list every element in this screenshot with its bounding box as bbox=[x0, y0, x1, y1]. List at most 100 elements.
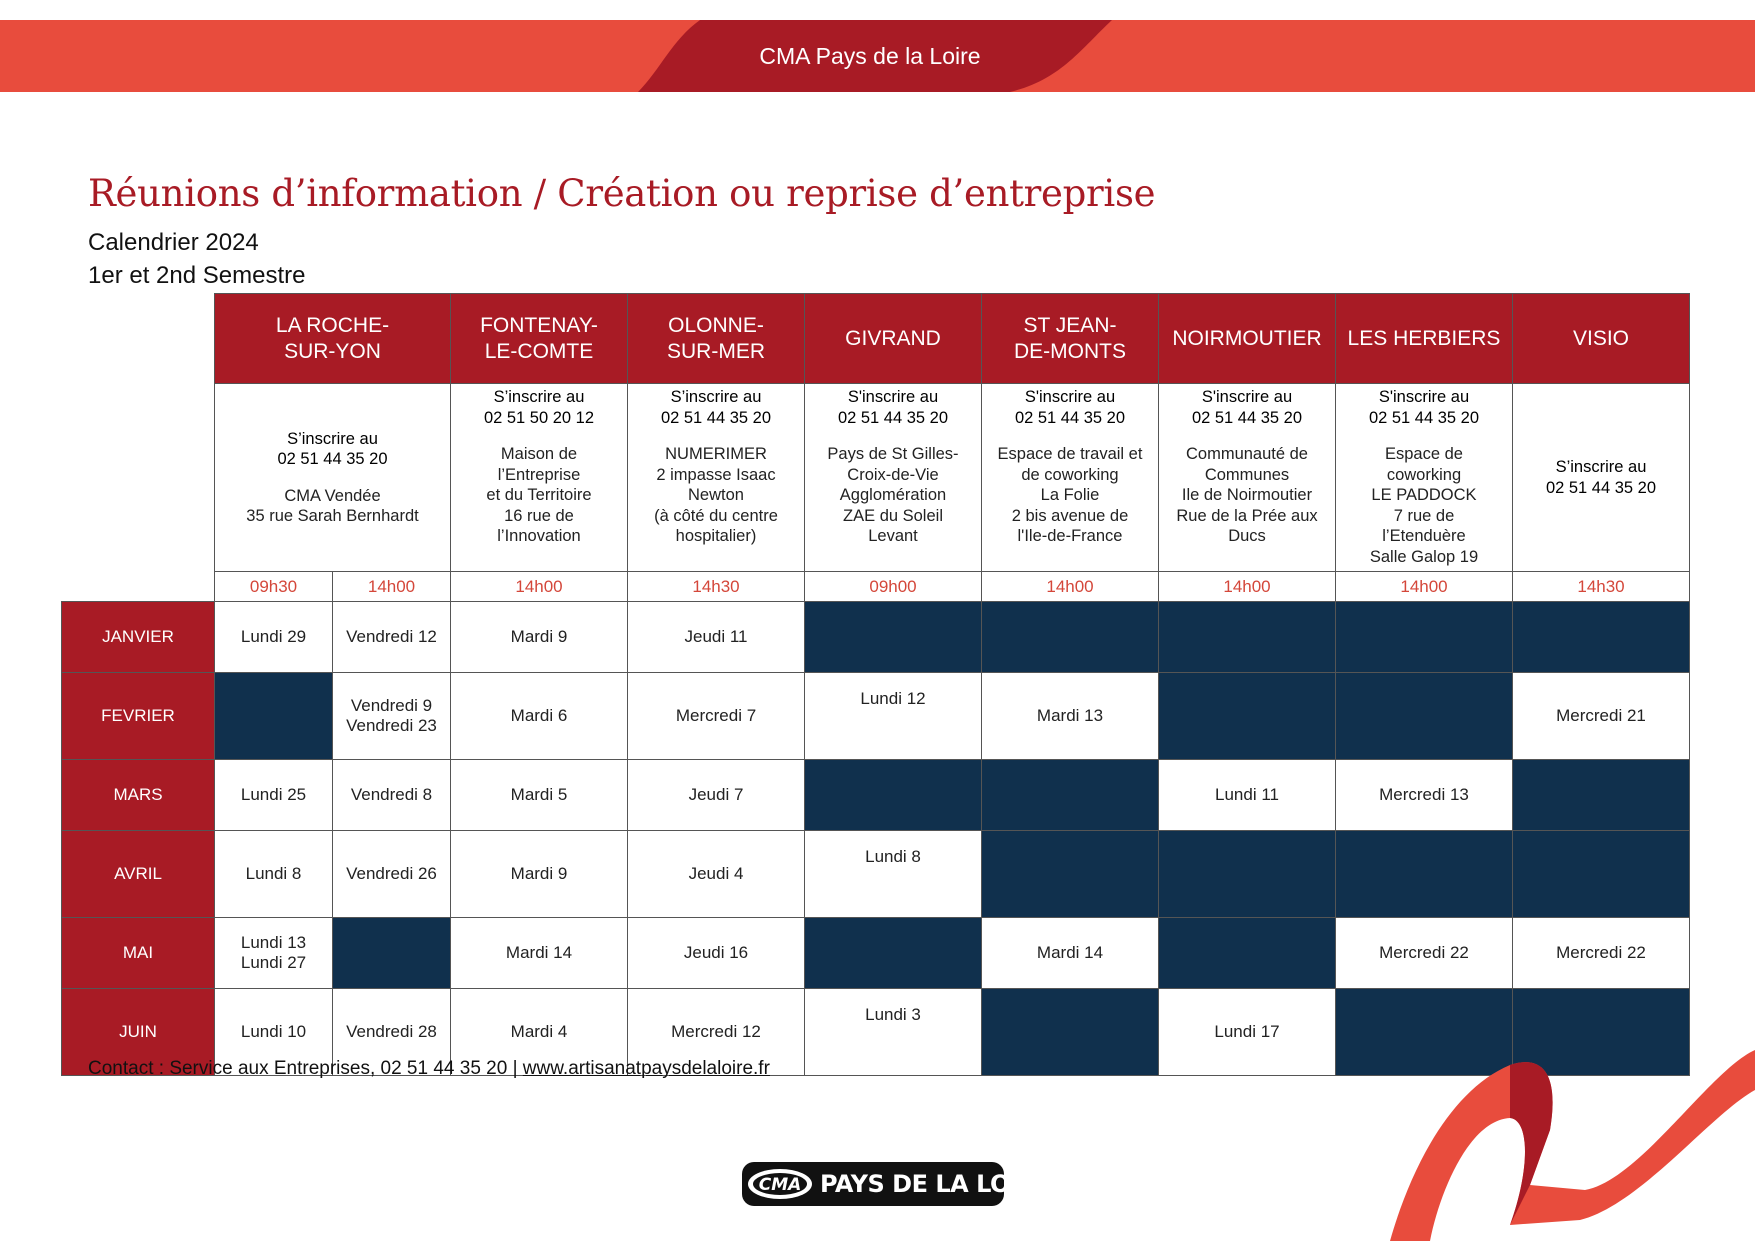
session-date: Mardi 9 bbox=[450, 830, 628, 918]
session-date: Lundi 3 bbox=[804, 988, 982, 1076]
no-session-cell bbox=[1158, 917, 1336, 989]
venue-noirmoutier: NOIRMOUTIER bbox=[1158, 293, 1336, 384]
time-row: 09h30 14h00 14h00 14h30 09h00 14h00 14h00 14h00… bbox=[62, 571, 1690, 602]
venue-address: NUMERIMER 2 impasse Isaac Newton (à côté du… bbox=[654, 445, 778, 545]
session-date: Lundi 25 bbox=[214, 759, 333, 831]
no-session-cell bbox=[981, 830, 1159, 918]
registration-phone: S’inscrire au 02 51 44 35 20 bbox=[277, 429, 388, 469]
venue-info-olonne-sur-mer: S’inscrire au 02 51 44 35 20 NUMERIMER 2 im… bbox=[627, 383, 805, 572]
venue-info-la-roche-sur-yon: S’inscrire au 02 51 44 35 20 CMA Vendée 35 … bbox=[214, 383, 451, 572]
contact-text: Contact : Service aux Entreprises, 02 51… bbox=[88, 1058, 523, 1079]
venue-address: Espace de travail et de coworking La Folie… bbox=[997, 445, 1143, 545]
month-row-mai: MAI Lundi 13 Lundi 27 Mardi 14 Jeudi 16 Mardi… bbox=[61, 917, 1690, 989]
session-time: 14h30 bbox=[627, 571, 805, 602]
venue-address: CMA Vendée 35 rue Sarah Bernhardt bbox=[246, 486, 419, 526]
session-date: Mardi 9 bbox=[450, 601, 628, 673]
registration-phone: S'inscrire au 02 51 44 35 20 bbox=[1014, 388, 1126, 427]
month-label: FEVRIER bbox=[61, 672, 215, 760]
session-date: Mardi 4 bbox=[450, 988, 628, 1076]
registration-phone: S’inscrire au 02 51 44 35 20 bbox=[660, 388, 772, 427]
venue-info-givrand: S'inscrire au 02 51 44 35 20 Pays de St Gi… bbox=[804, 383, 982, 572]
venue-givrand: GIVRAND bbox=[804, 293, 982, 384]
month-label: AVRIL bbox=[61, 830, 215, 918]
session-date: Mardi 14 bbox=[981, 917, 1159, 989]
venue-address: Communauté de Communes Ile de Noirmoutier R… bbox=[1176, 445, 1318, 545]
corner-cell bbox=[62, 294, 215, 384]
no-session-cell bbox=[214, 672, 333, 760]
venue-address: Pays de St Gilles- Croix-de-Vie Agglomérat… bbox=[827, 445, 959, 545]
month-label: MAI bbox=[61, 917, 215, 989]
no-session-cell bbox=[981, 988, 1159, 1076]
session-date: Vendredi 26 bbox=[332, 830, 451, 918]
session-date: Lundi 8 bbox=[214, 830, 333, 918]
session-date: Lundi 12 bbox=[804, 672, 982, 760]
month-row-mars: MARS Lundi 25 Vendredi 8 Mardi 5 Jeudi 7 Lund… bbox=[61, 759, 1690, 831]
session-date: Vendredi 9 Vendredi 23 bbox=[332, 672, 451, 760]
no-session-cell bbox=[1512, 988, 1690, 1076]
no-session-cell bbox=[804, 917, 982, 989]
session-date: Vendredi 12 bbox=[332, 601, 451, 673]
session-date: Jeudi 7 bbox=[627, 759, 805, 831]
session-date: Jeudi 11 bbox=[627, 601, 805, 673]
no-session-cell bbox=[804, 601, 982, 673]
session-date: Jeudi 16 bbox=[627, 917, 805, 989]
month-row-avril: AVRIL Lundi 8 Vendredi 26 Mardi 9 Jeudi 4 Lun… bbox=[61, 830, 1690, 918]
session-date: Lundi 8 bbox=[804, 830, 982, 918]
logo-text: PAYS DE LA LOIRE bbox=[820, 1170, 1053, 1198]
session-date: Mercredi 22 bbox=[1512, 917, 1690, 989]
registration-phone: S'inscrire au 02 51 44 35 20 bbox=[1368, 388, 1480, 427]
registration-phone: S'inscrire au 02 51 44 35 20 bbox=[837, 388, 949, 427]
session-time: 09h00 bbox=[804, 571, 982, 602]
session-time: 14h00 bbox=[450, 571, 628, 602]
semester-label: 1er et 2nd Semestre bbox=[88, 262, 306, 289]
cma-logo-mark: CMA bbox=[748, 1169, 812, 1199]
session-date: Jeudi 4 bbox=[627, 830, 805, 918]
session-date: Mardi 13 bbox=[981, 672, 1159, 760]
no-session-cell bbox=[1335, 601, 1513, 673]
registration-phone: S’inscrire au 02 51 44 35 20 bbox=[1545, 458, 1657, 497]
session-date: Mardi 6 bbox=[450, 672, 628, 760]
session-date: Mercredi 13 bbox=[1335, 759, 1513, 831]
page-title: Réunions d’information / Création ou rep… bbox=[88, 172, 1156, 215]
venue-header-row: LA ROCHE- SUR-YON FONTENAY- LE-COMTE OLONNE-… bbox=[62, 293, 1690, 384]
session-date: Lundi 11 bbox=[1158, 759, 1336, 831]
session-time: 14h00 bbox=[1335, 571, 1513, 602]
no-session-cell bbox=[804, 759, 982, 831]
no-session-cell bbox=[1158, 830, 1336, 918]
header-banner bbox=[0, 20, 1755, 92]
venue-les-herbiers: LES HERBIERS bbox=[1335, 293, 1513, 384]
venue-info-les-herbiers: S'inscrire au 02 51 44 35 20 Espace de cowo… bbox=[1335, 383, 1513, 572]
session-date: Lundi 13 Lundi 27 bbox=[214, 917, 333, 989]
session-date: Mardi 14 bbox=[450, 917, 628, 989]
corner-cell bbox=[62, 572, 215, 602]
month-row-janvier: JANVIER Lundi 29 Vendredi 12 Mardi 9 Jeudi 1… bbox=[61, 601, 1690, 673]
calendar-year: Calendrier 2024 bbox=[88, 229, 259, 256]
session-date: Lundi 17 bbox=[1158, 988, 1336, 1076]
no-session-cell bbox=[1158, 601, 1336, 673]
venue-info-fontenay-le-comte: S’inscrire au 02 51 50 20 12 Maison de l’En… bbox=[450, 383, 628, 572]
month-label: JANVIER bbox=[61, 601, 215, 673]
registration-phone: S’inscrire au 02 51 50 20 12 bbox=[483, 388, 595, 427]
no-session-cell bbox=[981, 601, 1159, 673]
session-date: Lundi 10 bbox=[214, 988, 333, 1076]
logo-mark-text: CMA bbox=[759, 1175, 802, 1195]
no-session-cell bbox=[1512, 830, 1690, 918]
session-time: 09h30 bbox=[214, 571, 333, 602]
no-session-cell bbox=[1512, 759, 1690, 831]
no-session-cell bbox=[1512, 601, 1690, 673]
session-time: 14h00 bbox=[981, 571, 1159, 602]
cma-logo: CMA PAYS DE LA LOIRE bbox=[742, 1162, 1053, 1206]
venue-info-visio: S’inscrire au 02 51 44 35 20 bbox=[1512, 383, 1690, 572]
decorative-ribbon bbox=[1390, 1050, 1755, 1241]
corner-cell bbox=[62, 384, 215, 572]
venue-address: Espace de coworking LE PADDOCK 7 rue de l’Et… bbox=[1369, 445, 1479, 566]
registration-phone: S'inscrire au 02 51 44 35 20 bbox=[1191, 388, 1303, 427]
footer-contact: Contact : Service aux Entreprises, 02 51… bbox=[88, 1058, 770, 1080]
session-time: 14h30 bbox=[1512, 571, 1690, 602]
session-date: Mercredi 22 bbox=[1335, 917, 1513, 989]
venue-info-noirmoutier: S'inscrire au 02 51 44 35 20 Communauté de… bbox=[1158, 383, 1336, 572]
month-label: MARS bbox=[61, 759, 215, 831]
venue-olonne-sur-mer: OLONNE- SUR-MER bbox=[627, 293, 805, 384]
website-link[interactable]: www.artisanatpaysdelaloire.fr bbox=[522, 1058, 770, 1079]
no-session-cell bbox=[332, 917, 451, 989]
